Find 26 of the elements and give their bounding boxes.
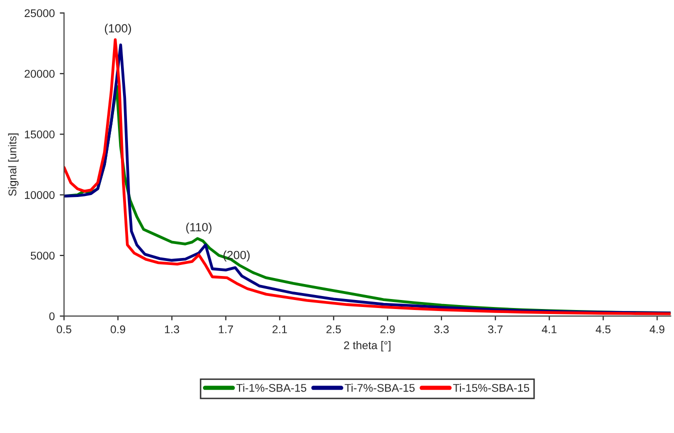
y-tick-label: 15000 [24,130,55,138]
y-tick-label: 20000 [24,70,55,78]
legend-label: Ti-7%-SBA-15 [344,384,415,392]
annotation: (110) [186,222,212,234]
y-tick-label: 0 [49,312,55,320]
legend-label: Ti-1%-SBA-15 [236,384,306,392]
y-axis-title: Signal [units] [8,134,19,196]
x-tick-label: 3.3 [434,325,449,334]
x-tick-label: 1.7 [218,326,233,334]
x-tick-label: 4.1 [542,326,556,334]
x-tick-label: 0.9 [110,325,126,334]
y-tick-label: 25000 [24,9,55,18]
x-tick-label: 4.5 [596,326,610,334]
annotation: (100) [104,24,131,35]
x-tick-label: 2.9 [380,325,395,334]
x-tick-label: 1.3 [164,325,180,334]
x-tick-label: 4.9 [650,325,664,334]
x-tick-label: 3.7 [488,325,503,334]
x-tick-label: 2.1 [272,325,287,334]
annotation: (200) [224,250,250,262]
x-tick-label: 2.5 [326,325,341,334]
y-tick-label: 10000 [24,191,55,199]
legend-label: Ti-15%-SBA-15 [453,384,530,392]
x-tick-label: 0.5 [56,325,72,334]
x-axis-title: 2 theta [°] [344,341,390,352]
y-tick-label: 5000 [30,252,55,260]
